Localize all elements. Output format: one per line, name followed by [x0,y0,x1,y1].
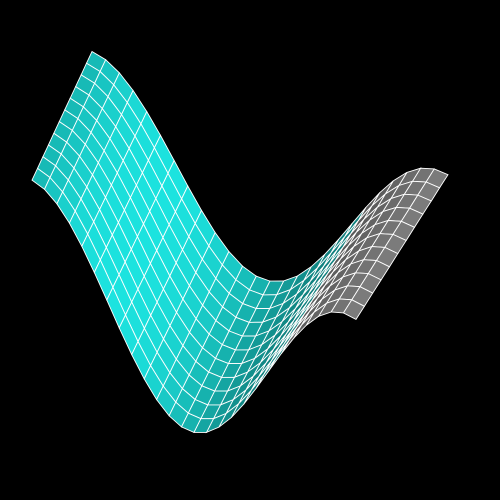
surface-patch [342,299,366,320]
surface-patch [193,418,215,433]
surface-mesh [31,50,449,434]
